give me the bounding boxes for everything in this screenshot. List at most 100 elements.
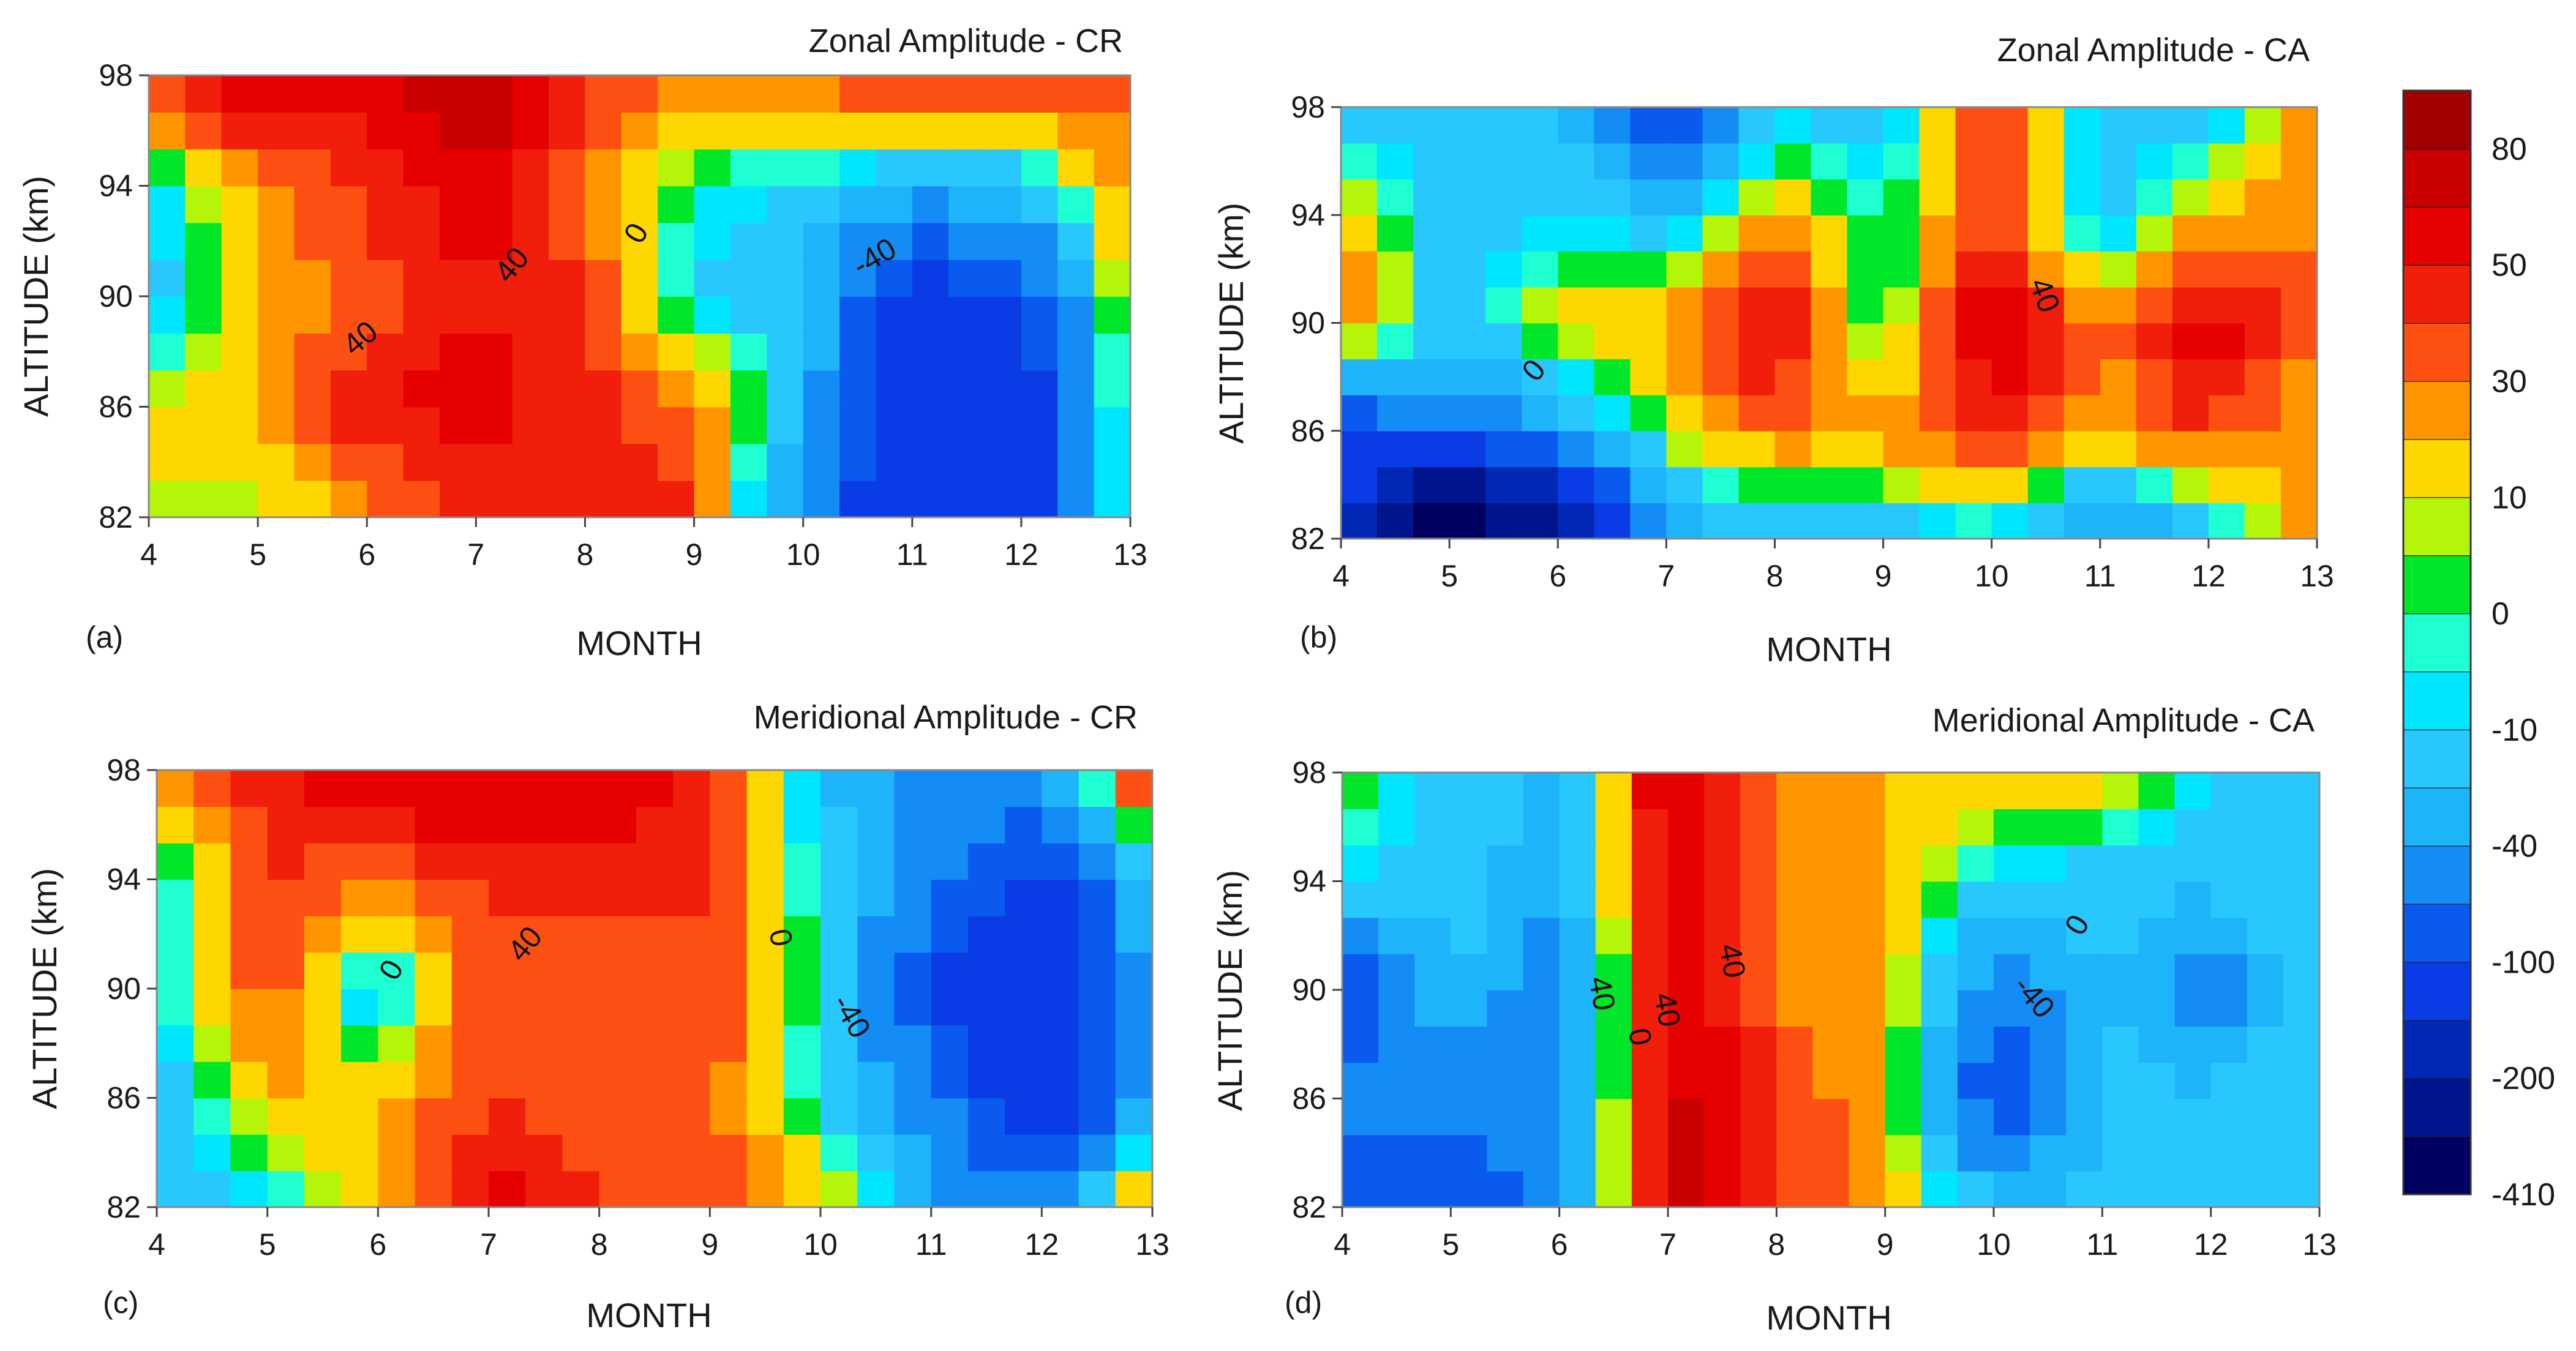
heatmap-cell <box>2100 430 2137 468</box>
heatmap-cell <box>1449 430 1486 468</box>
heatmap-cell <box>1776 1098 1814 1136</box>
heatmap-cell <box>746 1134 784 1172</box>
heatmap-cell <box>378 916 416 953</box>
heatmap-cell <box>1558 143 1594 180</box>
heatmap-cell <box>267 1025 305 1062</box>
heatmap-cell <box>489 916 526 953</box>
heatmap-cell <box>451 989 489 1026</box>
chart-title-c: Meridional Amplitude - CR <box>754 699 1138 736</box>
heatmap-cell <box>1812 809 1850 846</box>
heatmap-cell <box>476 222 513 260</box>
heatmap-cell <box>525 1025 563 1062</box>
heatmap-cell <box>783 1061 821 1099</box>
heatmap-cell <box>1451 773 1488 809</box>
heatmap-cell <box>367 112 404 150</box>
heatmap-cell <box>1094 149 1131 187</box>
heatmap-cell <box>1558 359 1594 395</box>
heatmap-cell <box>2247 773 2284 809</box>
heatmap-cell <box>221 406 258 444</box>
heatmap-cell <box>230 989 268 1026</box>
heatmap-cell <box>1994 1062 2030 1099</box>
heatmap-cell <box>1702 286 1740 324</box>
heatmap-cell <box>803 370 840 408</box>
x-tick-label: 13 <box>1135 1227 1170 1262</box>
heatmap-cell <box>2174 1134 2212 1172</box>
heatmap-cell <box>746 843 784 880</box>
heatmap-a <box>149 75 1131 518</box>
heatmap-cell <box>1057 112 1095 150</box>
heatmap-cell <box>415 1170 452 1208</box>
colorbar-label: 80 <box>2492 132 2527 167</box>
heatmap-cell <box>1021 259 1059 297</box>
heatmap-cell <box>767 112 804 150</box>
x-tick-label: 9 <box>701 1227 718 1262</box>
heatmap-cell <box>931 879 969 916</box>
heatmap-cell <box>2244 430 2281 468</box>
x-tick-label: 4 <box>1334 1227 1351 1262</box>
heatmap-cell <box>2210 917 2248 954</box>
heatmap-cell <box>2244 323 2281 359</box>
heatmap-cell <box>489 1061 526 1099</box>
heatmap-cell <box>1702 395 1740 432</box>
heatmap-cell <box>1523 1062 1560 1099</box>
heatmap-cell <box>1559 845 1596 882</box>
heatmap-cell <box>1847 430 1884 468</box>
heatmap-cell <box>1413 251 1450 288</box>
heatmap-cell <box>1631 1170 1669 1208</box>
heatmap-cell <box>1919 359 1956 395</box>
heatmap-cell <box>562 989 600 1026</box>
heatmap-cell <box>330 185 368 223</box>
heatmap-cell <box>267 916 305 953</box>
heatmap-cell <box>1847 251 1884 288</box>
heatmap-cell <box>710 1170 748 1208</box>
heatmap-cell <box>1631 1026 1669 1063</box>
heatmap-cell <box>673 1134 711 1172</box>
heatmap-cell <box>1558 323 1594 359</box>
heatmap-cell <box>1378 773 1415 809</box>
heatmap-cell <box>415 1134 452 1172</box>
heatmap-cell <box>2208 359 2245 395</box>
heatmap-cell <box>948 480 986 518</box>
heatmap-cell <box>1955 466 1992 504</box>
heatmap-cell <box>1377 286 1414 324</box>
heatmap-cell <box>1847 179 1884 215</box>
heatmap-cell <box>1021 443 1059 481</box>
heatmap-cell <box>767 222 804 260</box>
heatmap-cell <box>658 443 695 481</box>
heatmap-cell <box>931 1061 969 1099</box>
heatmap-cell <box>149 185 186 223</box>
heatmap-cell <box>820 916 858 953</box>
heatmap-cell <box>985 480 1022 518</box>
heatmap-cell <box>1957 881 1994 918</box>
heatmap-cell <box>2066 1170 2103 1208</box>
heatmap-cell <box>767 296 804 334</box>
heatmap-cell <box>149 370 186 408</box>
heatmap-cell <box>549 112 586 150</box>
heatmap-cell <box>1957 917 1994 954</box>
contour-label: 40 <box>1648 990 1688 1030</box>
heatmap-cell <box>636 1134 674 1172</box>
colorbar-label: -40 <box>2492 829 2537 864</box>
heatmap-cell <box>694 443 731 481</box>
x-tick-label: 6 <box>1549 559 1566 593</box>
colorbar-swatch <box>2403 961 2471 1021</box>
heatmap-cell <box>341 1170 379 1208</box>
heatmap-cell <box>1668 1026 1705 1063</box>
heatmap-cell <box>1991 503 2029 539</box>
heatmap-cell <box>1776 881 1814 918</box>
heatmap-cell <box>746 1098 784 1135</box>
heatmap-cell <box>512 443 549 481</box>
x-ticks-c: 4 5 6 7 8 9 10 11 12 13 <box>148 1207 1170 1262</box>
heatmap-cell <box>2174 881 2212 918</box>
heatmap-cell <box>912 149 949 187</box>
heatmap-cell <box>694 185 731 223</box>
heatmap-cell <box>2027 215 2065 252</box>
heatmap-cell <box>1377 323 1414 359</box>
heatmap-cell <box>367 296 404 334</box>
heatmap-cell <box>2100 359 2137 395</box>
heatmap-cell <box>267 843 305 880</box>
heatmap-cell <box>157 1025 194 1062</box>
heatmap-cell <box>1849 953 1886 990</box>
heatmap-cell <box>1115 843 1153 880</box>
heatmap-cell <box>1042 843 1080 880</box>
